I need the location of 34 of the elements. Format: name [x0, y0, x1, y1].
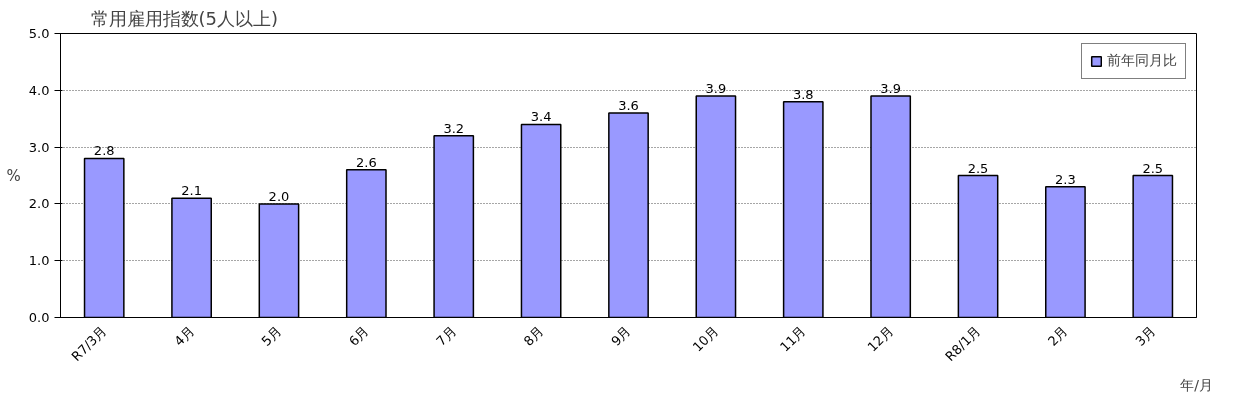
x-tick-label: 4月 [171, 323, 197, 349]
data-label: 2.0 [268, 188, 290, 204]
data-label: 3.8 [792, 86, 814, 102]
legend-label: 前年同月比 [1107, 52, 1177, 70]
y-axis-title: % [6, 166, 21, 185]
x-tick-label: 7月 [433, 323, 460, 349]
y-tick-label: 4.0 [28, 82, 50, 98]
y-tick-label: 5.0 [28, 26, 50, 41]
y-tick-label: 2.0 [28, 196, 50, 212]
data-label: 2.5 [1142, 160, 1164, 176]
x-tick-label: 5月 [258, 323, 285, 349]
x-tick-label: 9月 [608, 323, 634, 349]
y-tick-label: 0.0 [28, 310, 50, 325]
data-label: 2.6 [356, 154, 377, 170]
data-label: 3.2 [443, 120, 465, 136]
x-axis-title: 年/月 [1180, 377, 1213, 394]
x-tick-label: 11月 [777, 323, 809, 355]
x-tick-label: 12月 [864, 323, 896, 355]
data-label: 2.5 [967, 160, 989, 176]
x-tick-label: 6月 [346, 323, 372, 349]
data-label: 2.1 [181, 183, 202, 199]
data-label: 3.9 [705, 80, 727, 96]
data-label: 2.3 [1055, 171, 1076, 187]
data-label: 3.9 [880, 80, 901, 96]
data-label: 3.6 [618, 98, 639, 114]
chart-title: 常用雇用指数(5人以上) [90, 7, 278, 29]
data-label: 3.4 [530, 109, 552, 125]
data-label: 2.8 [93, 143, 115, 159]
y-tick-label: 3.0 [28, 139, 50, 155]
x-tick-label: 10月 [689, 323, 722, 355]
x-tick-label: 8月 [520, 323, 547, 349]
y-tick-label: 1.0 [28, 253, 50, 269]
x-tick-label: 3月 [1132, 323, 1159, 349]
x-tick-label: 2月 [1045, 323, 1071, 349]
